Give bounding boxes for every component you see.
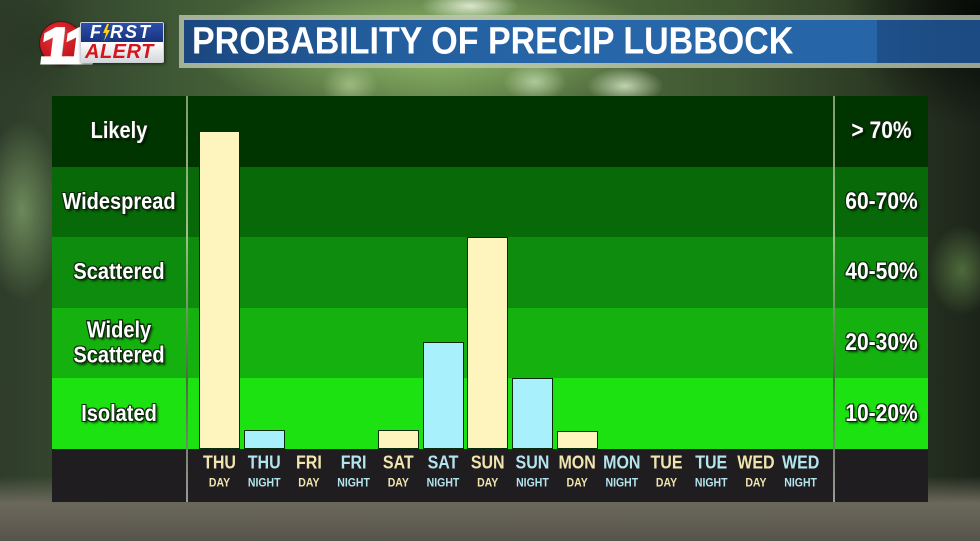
period-part: DAY [387,476,409,490]
range-likely: > 70% [835,96,928,167]
period-label-wed-day: WED DAY [734,449,779,502]
band-widespread [188,166,833,238]
period-day: SUN [515,453,550,474]
precip-probability-chart: Likely Widespread Scattered Widely Scatt… [52,96,928,502]
badge-word-alert: ALERT [85,41,154,63]
range-label: 10-20% [845,399,918,427]
period-label-sat-night: SAT NIGHT [421,449,466,502]
period-part: DAY [208,476,231,490]
period-part: NIGHT [516,476,549,490]
period-label-sat-day: SAT DAY [376,449,421,502]
period-label-tue-night: TUE NIGHT [689,449,734,502]
right-divider [833,96,835,502]
bar-sun-night [511,378,553,449]
period-day: SAT [427,453,459,474]
category-label: Likely [90,118,148,144]
period-label-fri-night: FRI NIGHT [331,449,376,502]
band-scattered [188,237,833,308]
period-part: NIGHT [337,476,370,490]
period-label-thu-night: THU NIGHT [242,449,287,502]
period-part: DAY [745,476,767,490]
bar-series [197,96,823,449]
first-alert-logo: 11 FIRST ALERT [36,16,168,76]
bar-thu-night [243,429,285,449]
period-part: NIGHT [426,476,460,490]
period-part: DAY [477,476,499,490]
band-isolated [188,378,833,449]
period-label-fri-day: FRI DAY [287,449,332,502]
range-scattered: 40-50% [835,237,928,308]
x-axis-labels: THU DAY THU NIGHT FRI DAY FRI NIGHT SAT … [197,449,823,502]
period-label-tue-day: TUE DAY [644,449,689,502]
range-label: > 70% [851,117,912,144]
period-day: TUE [695,453,728,474]
left-divider [186,96,188,502]
title-bar-fill: PROBABILITY OF PRECIP LUBBOCK [184,19,980,63]
plot-area [188,96,833,449]
period-day: SUN [470,453,505,474]
period-day: FRI [340,453,367,474]
category-label: Isolated [81,401,157,427]
title-bar: PROBABILITY OF PRECIP LUBBOCK [179,15,980,68]
range-widespread: 60-70% [835,166,928,238]
range-isolated: 10-20% [835,378,928,449]
period-label-wed-night: WED NIGHT [778,449,823,502]
category-label: Widely Scattered [73,317,165,369]
page-title: PROBABILITY OF PRECIP LUBBOCK [192,19,794,63]
category-labels: Likely Widespread Scattered Widely Scatt… [52,96,186,449]
period-day: WED [781,453,820,474]
category-widespread: Widespread [52,166,186,238]
category-label: Widespread [62,189,176,215]
period-part: NIGHT [247,476,281,490]
badge-top: FIRST [81,23,163,42]
channel-logo-circle [40,22,82,64]
bar-thu-day [198,131,240,449]
range-label: 20-30% [845,329,918,356]
period-part: NIGHT [605,476,639,490]
range-label: 40-50% [845,258,918,286]
period-label-thu-day: THU DAY [197,449,242,502]
category-isolated: Isolated [52,378,186,449]
period-part: NIGHT [694,476,728,490]
period-day: MON [603,453,641,474]
category-label: Scattered [73,259,165,286]
period-part: DAY [566,476,588,490]
category-likely: Likely [52,96,186,167]
bar-sun-day [467,237,509,449]
period-day: THU [247,453,281,474]
badge-word-first: FIRST [90,22,152,42]
bar-sat-night [422,341,464,449]
period-part: DAY [298,476,320,490]
range-widely-scattered: 20-30% [835,307,928,379]
period-label-mon-day: MON DAY [555,449,600,502]
band-likely [188,96,833,167]
lightning-bolt-icon [101,24,110,41]
bar-mon-day [556,430,598,449]
x-axis-strip: THU DAY THU NIGHT FRI DAY FRI NIGHT SAT … [52,449,928,502]
badge-bottom: ALERT [81,41,163,63]
percent-range-labels: > 70% 60-70% 40-50% 20-30% 10-20% [835,96,928,449]
title-bar-endcap [877,20,980,63]
category-widely-scattered: Widely Scattered [52,307,186,379]
period-label-sun-night: SUN NIGHT [510,449,555,502]
period-day: SAT [382,453,414,474]
period-part: NIGHT [784,476,817,490]
bar-sat-day [377,429,419,449]
period-day: TUE [650,453,683,474]
period-label-mon-night: MON NIGHT [599,449,644,502]
period-day: FRI [296,453,322,474]
period-label-sun-day: SUN DAY [465,449,510,502]
period-day: WED [737,453,775,474]
range-label: 60-70% [845,188,918,215]
category-scattered: Scattered [52,237,186,308]
period-part: DAY [655,476,678,490]
first-alert-badge: FIRST ALERT [80,22,164,63]
period-day: THU [203,453,236,474]
band-widely-scattered [188,307,833,379]
period-day: MON [558,453,596,474]
